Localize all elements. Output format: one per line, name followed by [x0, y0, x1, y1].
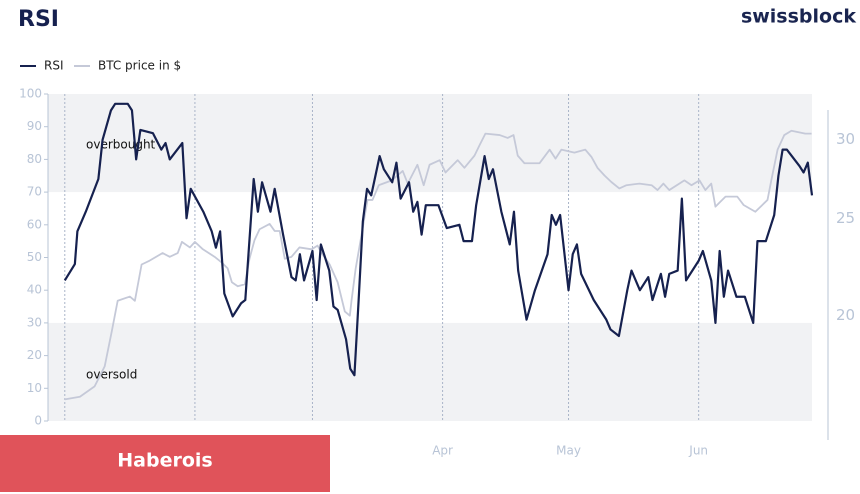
- chart-title: RSI: [18, 7, 59, 32]
- series-line: [63, 102, 814, 377]
- y-tick-label: 80: [27, 152, 42, 166]
- y2-tick-label: 25: [836, 209, 855, 227]
- band: [48, 322, 812, 421]
- brand: swissblock: [741, 6, 856, 28]
- y-tick-label: 20: [27, 348, 42, 362]
- series-line: [64, 129, 812, 401]
- y-tick-label: 50: [27, 250, 42, 264]
- y-tick-label: 90: [27, 119, 42, 133]
- y2-tick-label: 20: [836, 306, 855, 324]
- y-tick-label: 100: [19, 87, 42, 101]
- y-tick-label: 30: [27, 315, 42, 329]
- annotation: oversold: [86, 368, 137, 382]
- y-tick-label: 0: [34, 414, 42, 428]
- legend-label: RSI: [44, 59, 64, 73]
- banner-text: Haberois: [117, 450, 212, 472]
- x-tick-label: Apr: [432, 444, 453, 458]
- legend-label: BTC price in $: [98, 59, 181, 73]
- y-tick-label: 60: [27, 217, 42, 231]
- y-tick-label: 70: [27, 185, 42, 199]
- x-tick-label: May: [556, 444, 581, 458]
- annotation: overbought: [86, 138, 156, 152]
- band: [48, 94, 812, 193]
- y-tick-label: 10: [27, 381, 42, 395]
- banner: [0, 435, 330, 492]
- y2-tick-label: 30: [836, 130, 855, 148]
- y-tick-label: 40: [27, 283, 42, 297]
- x-tick-label: Jun: [688, 444, 708, 458]
